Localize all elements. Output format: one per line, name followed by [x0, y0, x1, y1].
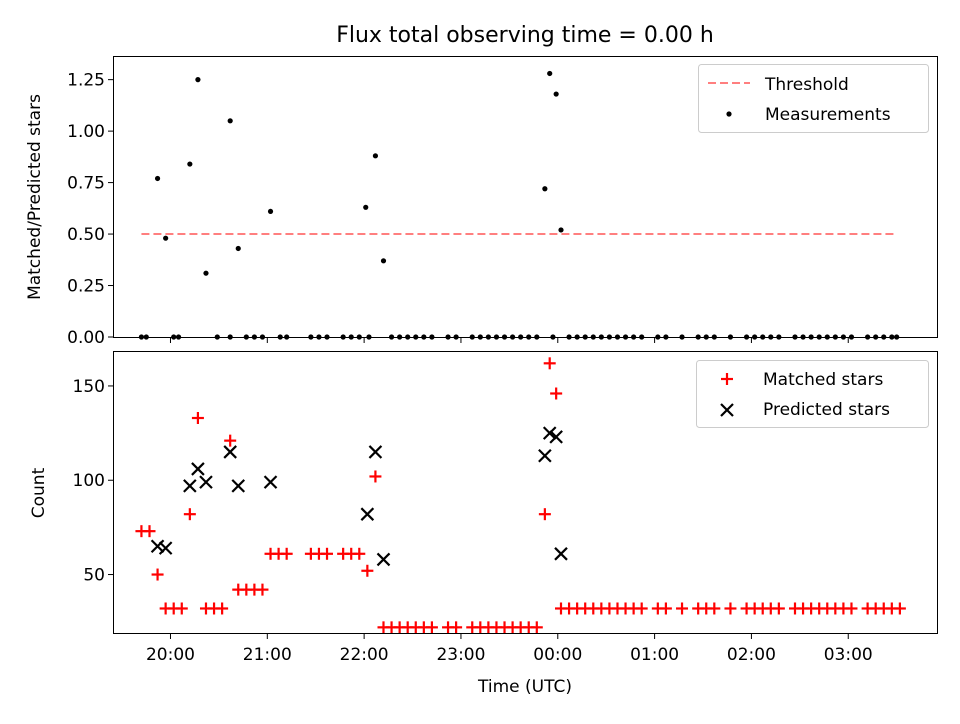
matched-star-point	[635, 602, 648, 615]
predicted-star-point	[231, 479, 246, 493]
bottom-x-tick-label: 00:00	[533, 645, 582, 665]
legend-threshold-label: Threshold	[764, 75, 849, 95]
matched-star-point	[256, 583, 269, 596]
matched-star-point	[175, 602, 188, 615]
matched-star-point	[772, 602, 785, 615]
matched-star-point	[361, 564, 374, 577]
measurement-point	[542, 186, 548, 192]
legend-x-marker	[720, 403, 734, 417]
top-y-tick-label: 0.25	[67, 277, 105, 297]
predicted-star-point	[360, 507, 375, 521]
measurement-point	[154, 175, 161, 182]
matched-star-point	[676, 602, 689, 615]
measurement-point	[235, 245, 241, 252]
top-y-tick-label: 1.00	[67, 122, 105, 142]
top-chart-title: Flux total observing time = 0.00 h	[336, 23, 714, 48]
bottom-legend-box	[696, 360, 929, 428]
predicted-star-point	[538, 448, 552, 463]
top-y-tick-label: 0.75	[67, 174, 105, 194]
bottom-x-tick-label: 21:00	[243, 645, 292, 665]
top-y-tick-label: 0.50	[67, 225, 105, 245]
predicted-star-point	[158, 541, 173, 555]
predicted-star-point	[549, 430, 563, 444]
matched-star-point	[530, 621, 543, 634]
predicted-star-point	[150, 539, 165, 554]
predicted-star-point	[554, 547, 568, 561]
matched-star-point	[143, 525, 156, 538]
top-legend: Threshold Measurements	[698, 64, 929, 133]
legend-matched-label: Matched stars	[763, 370, 883, 390]
bottom-x-tick-label: 23:00	[436, 645, 485, 665]
bottom-x-tick-label: 22:00	[340, 645, 389, 665]
legend-matched-swatch	[721, 373, 733, 385]
predicted-star-point	[223, 445, 237, 459]
matched-star-point	[543, 357, 556, 370]
measurement-point	[372, 153, 379, 159]
measurement-point	[203, 270, 209, 276]
matched-star-point	[845, 602, 858, 615]
bottom-plot-frame	[113, 351, 938, 634]
matched-star-point	[708, 602, 721, 615]
bottom-x-tick-label: 02:00	[727, 645, 776, 665]
predicted-star-point	[368, 445, 383, 459]
bottom-x-axis-label: Time (UTC)	[477, 677, 572, 697]
bottom-x-tick-label: 03:00	[824, 645, 873, 665]
bottom-y-tick-label: 50	[83, 566, 105, 586]
measurement-point	[558, 227, 564, 233]
legend-predicted-swatch	[720, 403, 734, 417]
bottom-y-axis-label: Count	[29, 467, 49, 518]
measurement-point	[547, 70, 553, 77]
measurement-point	[187, 161, 193, 167]
measurement-point	[195, 77, 201, 83]
measurement-point	[553, 91, 559, 97]
predicted-star-point	[376, 552, 391, 567]
bottom-x-tick-label: 20:00	[146, 645, 195, 665]
matched-star-point	[659, 602, 672, 615]
matched-star-point	[216, 602, 229, 615]
top-plot-frame	[113, 56, 938, 338]
matched-star-point	[724, 602, 737, 615]
top-y-tick-label: 0.00	[67, 328, 105, 348]
matched-star-point	[538, 508, 551, 521]
matched-star-point	[893, 602, 906, 615]
matched-star-point	[280, 547, 293, 560]
measurement-point	[227, 118, 233, 124]
top-y-tick-label: 1.25	[67, 71, 105, 91]
bottom-x-tick-label: 01:00	[630, 645, 679, 665]
predicted-star-point	[263, 475, 278, 489]
legend-predicted-label: Predicted stars	[763, 400, 890, 420]
predicted-star-point	[191, 462, 205, 476]
matched-star-point	[369, 470, 382, 483]
predicted-star-point	[183, 479, 197, 493]
bottom-y-tick-label: 100	[73, 471, 105, 491]
matched-star-point	[191, 412, 204, 425]
matched-star-point	[353, 547, 366, 560]
top-y-axis-label: Matched/Predicted stars	[25, 94, 45, 300]
measurement-point	[363, 204, 369, 210]
matched-star-point	[450, 621, 463, 634]
measurement-point	[267, 208, 274, 215]
measurement-point	[380, 258, 387, 264]
matched-star-point	[321, 547, 334, 560]
matched-star-point	[550, 387, 563, 400]
top-legend-box	[698, 64, 929, 133]
legend-measurements-swatch	[726, 111, 732, 117]
matched-star-point	[183, 508, 196, 521]
bottom-legend: Matched stars Predicted stars	[696, 360, 929, 428]
measurement-point	[163, 235, 169, 241]
legend-plus-marker	[721, 373, 733, 385]
legend-measurements-label: Measurements	[765, 105, 891, 125]
bottom-plot-area: 50 100 150 20:00 21:00 22:00 23:00 00:00 01:00 02…	[73, 357, 906, 665]
matched-star-point	[224, 434, 237, 447]
matched-star-point	[425, 621, 438, 634]
predicted-star-point	[542, 426, 557, 440]
predicted-star-point	[199, 475, 213, 489]
bottom-y-tick-label: 150	[73, 377, 105, 397]
matched-star-point	[151, 568, 164, 581]
